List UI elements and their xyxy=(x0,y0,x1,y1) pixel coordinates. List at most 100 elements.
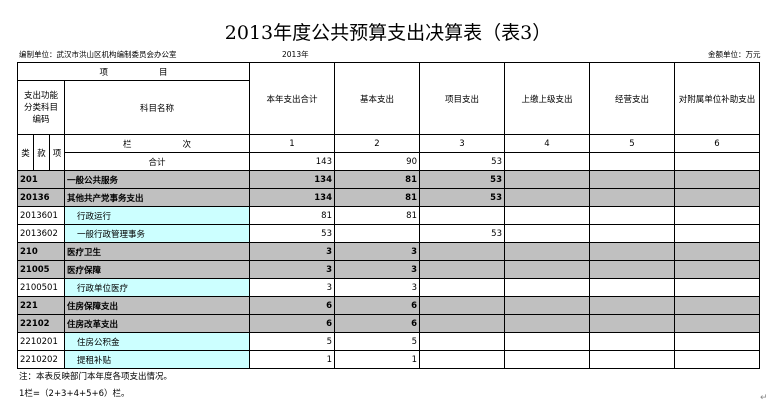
row-value: 81 xyxy=(334,170,420,189)
total-cell xyxy=(674,152,760,171)
row-value xyxy=(589,296,675,315)
table-row: 2100501 行政单位医疗 3 3 xyxy=(17,278,760,297)
row-name: 住房改革支出 xyxy=(64,314,250,333)
row-value xyxy=(674,296,760,315)
table-row: 2013602 一般行政管理事务 53 53 xyxy=(17,224,760,243)
row-value xyxy=(589,314,675,333)
header-col-1: 本年支出合计 xyxy=(249,62,335,135)
row-value: 134 xyxy=(249,170,335,189)
expenditure-table: 项 目 本年支出合计 基本支出 项目支出 上缴上级支出 经营支出 对附属单位补助… xyxy=(17,62,760,369)
row-value: 81 xyxy=(334,188,420,207)
row-value xyxy=(674,188,760,207)
total-row: 合计 143 90 53 xyxy=(18,152,760,171)
table-row: 21005 医疗保障 3 3 xyxy=(17,260,760,279)
row-value: 3 xyxy=(249,260,335,279)
row-value: 1 xyxy=(334,350,420,369)
row-name: 医疗卫生 xyxy=(64,242,250,261)
row-value xyxy=(419,332,505,351)
row-code: 2013602 xyxy=(17,224,65,243)
row-value: 6 xyxy=(334,314,420,333)
table-row: 2210201 住房公积金 5 5 xyxy=(17,332,760,351)
header-code: 支出功能分类科目编码 xyxy=(17,80,65,135)
total-label: 合计 xyxy=(64,152,250,171)
header-kuan: 款 xyxy=(33,134,50,171)
row-value xyxy=(589,260,675,279)
col-number: 2 xyxy=(334,134,420,153)
total-cell: 90 xyxy=(334,152,420,171)
row-value xyxy=(674,314,760,333)
row-value: 3 xyxy=(334,278,420,297)
row-code: 2013601 xyxy=(17,206,65,225)
total-cell: 143 xyxy=(249,152,335,171)
row-value: 3 xyxy=(249,242,335,261)
row-value xyxy=(674,206,760,225)
row-value: 53 xyxy=(419,188,505,207)
row-value xyxy=(334,224,420,243)
row-value xyxy=(589,242,675,261)
row-value xyxy=(504,188,590,207)
col-number: 5 xyxy=(589,134,675,153)
row-value: 53 xyxy=(249,224,335,243)
row-value xyxy=(419,314,505,333)
table-row: 221 住房保障支出 6 6 xyxy=(17,296,760,315)
row-code: 221 xyxy=(17,296,65,315)
note-2: 1栏=（2+3+4+5+6）栏。 xyxy=(19,389,130,399)
row-value xyxy=(504,350,590,369)
row-value xyxy=(504,242,590,261)
row-value xyxy=(419,296,505,315)
row-value xyxy=(674,170,760,189)
row-code: 2210202 xyxy=(17,350,65,369)
amount-unit: 金额单位：万元 xyxy=(708,50,761,59)
row-name: 提租补贴 xyxy=(64,350,250,369)
header-col-4: 上缴上级支出 xyxy=(504,62,590,135)
page-title: 2013年度公共预算支出决算表（表3） xyxy=(224,22,552,44)
row-value: 53 xyxy=(419,224,505,243)
table-row: 20136 其他共产党事务支出 134 81 53 xyxy=(17,188,760,207)
row-value xyxy=(504,206,590,225)
header-xiang: 项 xyxy=(49,134,65,171)
row-code: 21005 xyxy=(17,260,65,279)
row-value xyxy=(504,332,590,351)
row-value: 53 xyxy=(419,170,505,189)
row-value: 3 xyxy=(334,242,420,261)
row-name: 行政单位医疗 xyxy=(64,278,250,297)
total-cell xyxy=(504,152,590,171)
row-value xyxy=(674,350,760,369)
row-value xyxy=(589,224,675,243)
row-value xyxy=(504,260,590,279)
row-code: 210 xyxy=(17,242,65,261)
row-value xyxy=(674,242,760,261)
paragraph-mark-icon: ↵ xyxy=(760,393,768,403)
header-col-6: 对附属单位补助支出 xyxy=(674,62,760,135)
row-value: 6 xyxy=(334,296,420,315)
header-col-5: 经营支出 xyxy=(589,62,675,135)
header-item: 项 目 xyxy=(17,62,250,81)
total-cell: 53 xyxy=(419,152,505,171)
row-value: 81 xyxy=(334,206,420,225)
row-value xyxy=(504,296,590,315)
row-value xyxy=(674,260,760,279)
row-value xyxy=(589,188,675,207)
table-row: 210 医疗卫生 3 3 xyxy=(17,242,760,261)
row-value xyxy=(589,206,675,225)
row-value xyxy=(419,260,505,279)
row-name: 行政运行 xyxy=(64,206,250,225)
row-value xyxy=(419,278,505,297)
row-value xyxy=(589,350,675,369)
header-col-2: 基本支出 xyxy=(334,62,420,135)
compiling-unit: 编制单位：武汉市洪山区机构编制委员会办公室 xyxy=(19,50,177,59)
row-value xyxy=(589,278,675,297)
row-value: 134 xyxy=(249,188,335,207)
row-value: 3 xyxy=(249,278,335,297)
header-lei: 类 xyxy=(17,134,34,171)
total-cell xyxy=(589,152,675,171)
note-1: 注：本表反映部门本年度各项支出情况。 xyxy=(19,372,173,382)
row-value xyxy=(589,170,675,189)
table-row: 2013601 行政运行 81 81 xyxy=(17,206,760,225)
col-index-label: 栏 次 xyxy=(64,134,250,153)
row-value: 6 xyxy=(249,314,335,333)
table-row: 22102 住房改革支出 6 6 xyxy=(17,314,760,333)
col-number: 3 xyxy=(419,134,505,153)
row-value xyxy=(589,332,675,351)
row-code: 20136 xyxy=(17,188,65,207)
